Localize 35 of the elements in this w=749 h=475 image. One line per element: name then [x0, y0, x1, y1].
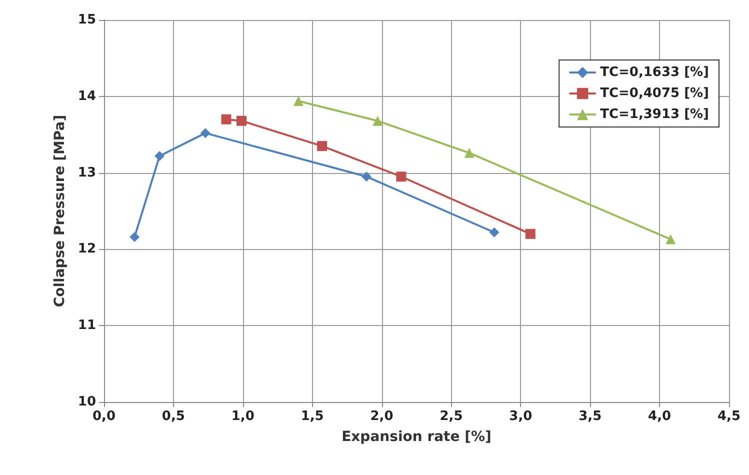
x-tick-label: 3,5	[578, 409, 602, 424]
x-tick-label: 1,0	[231, 409, 254, 424]
x-tick-label: 3,0	[509, 409, 532, 424]
point	[362, 172, 372, 182]
y-axis-title: Collapse Pressure [MPa]	[52, 114, 68, 308]
y-tick-label: 10	[78, 394, 96, 410]
point	[489, 227, 500, 238]
x-tick-label: 0,0	[92, 409, 116, 424]
x-tick-label: 2,5	[440, 409, 463, 424]
point	[317, 141, 328, 152]
legend-label: TC=1,3913 [%]	[600, 107, 710, 122]
point	[130, 232, 140, 242]
point	[200, 128, 210, 138]
point	[396, 172, 406, 182]
legend-label: TC=0,4075 [%]	[600, 86, 710, 101]
y-tick-label: 14	[78, 88, 96, 104]
point	[372, 116, 383, 126]
y-tick-label: 11	[78, 318, 96, 334]
x-tick-label: 2,0	[370, 409, 394, 424]
point	[154, 150, 165, 161]
point	[464, 148, 474, 158]
x-axis-title: Expansion rate [%]	[342, 429, 492, 445]
x-tick-label: 0,5	[162, 409, 185, 424]
y-tick-label: 13	[78, 165, 96, 180]
point	[236, 116, 246, 126]
point	[293, 96, 304, 106]
x-tick-label: 1,5	[300, 409, 324, 424]
legend-label: TC=0,1633 [%]	[600, 65, 710, 80]
x-tick-label: 4,0	[648, 409, 672, 424]
point	[525, 228, 536, 239]
point	[666, 234, 676, 244]
y-tick-label: 15	[78, 12, 96, 28]
point	[221, 114, 232, 124]
x-tick-label: 4,5	[717, 409, 741, 424]
y-tick-label: 12	[78, 242, 96, 257]
